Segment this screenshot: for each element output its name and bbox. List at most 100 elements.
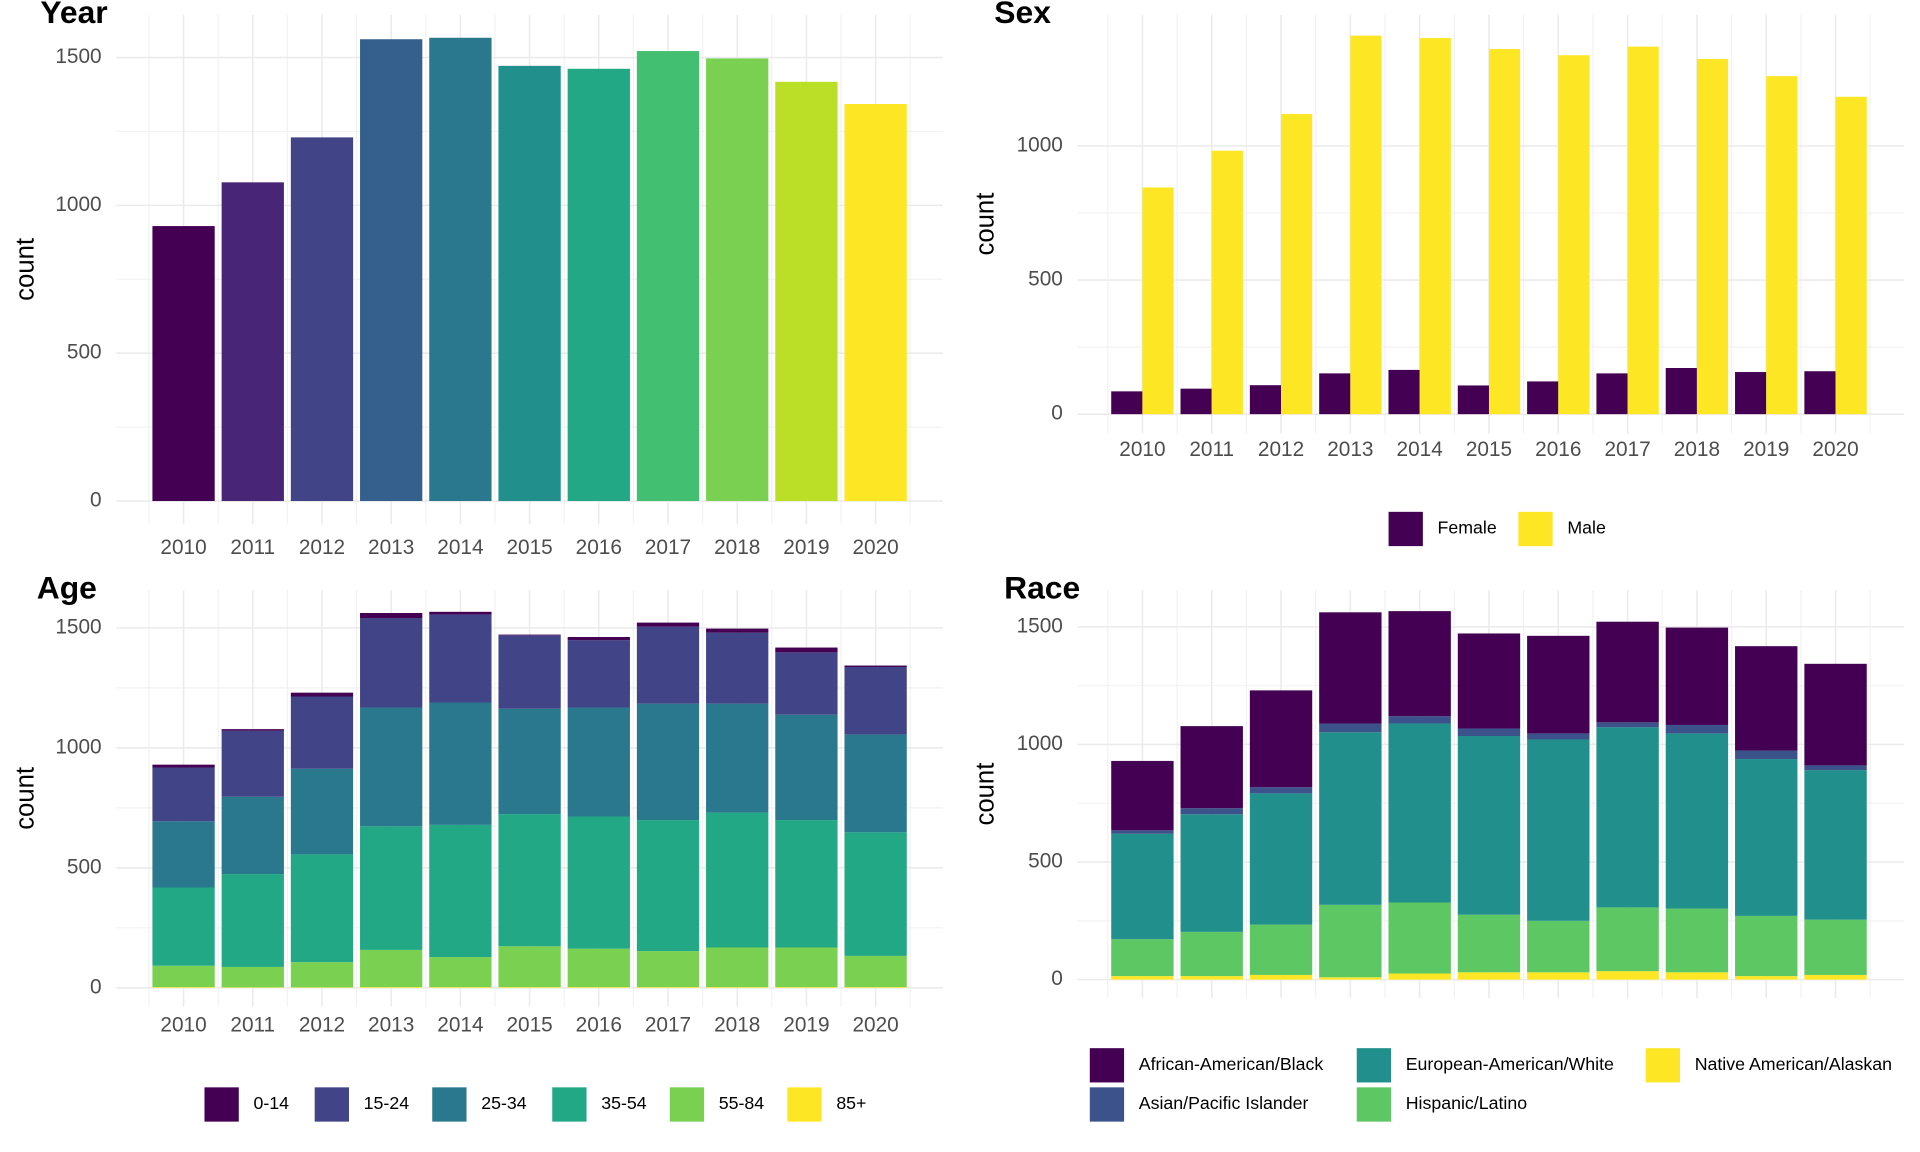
bar: [1488, 49, 1521, 415]
bar: [290, 137, 354, 502]
bar: [1527, 381, 1559, 415]
y-axis-label: count: [12, 238, 40, 301]
legend-label: Male: [1567, 518, 1606, 538]
bar: [1249, 690, 1313, 788]
x-tick-label: 2014: [437, 536, 483, 559]
bar: [152, 965, 215, 988]
bar: [1388, 369, 1420, 415]
bar: [360, 826, 423, 950]
bar: [1804, 919, 1867, 975]
bar: [1211, 150, 1243, 415]
bar: [1180, 814, 1243, 932]
legend-label: Asian/Pacific Islander: [1139, 1093, 1309, 1113]
legend-swatch: [432, 1087, 467, 1122]
bar: [1527, 972, 1590, 980]
x-tick-label: 2020: [1812, 438, 1858, 461]
chart-title: Sex: [994, 0, 1051, 30]
bar: [1665, 972, 1729, 980]
bar: [1457, 972, 1521, 980]
bar: [1735, 915, 1798, 977]
bar: [360, 39, 423, 502]
bar: [1558, 55, 1590, 415]
bar: [221, 729, 284, 731]
bar: [1180, 726, 1243, 809]
bar: [429, 957, 492, 988]
y-tick-label: 0: [90, 489, 102, 512]
bar: [1527, 733, 1590, 740]
bar: [221, 966, 284, 988]
bar: [1804, 770, 1867, 920]
bar: [1735, 372, 1767, 415]
bar: [498, 814, 561, 947]
legend-label: 15-24: [364, 1093, 410, 1113]
bar: [1735, 750, 1798, 760]
bar: [1457, 728, 1521, 736]
bar: [775, 987, 838, 988]
bar: [429, 37, 492, 502]
x-tick-label: 2014: [1397, 438, 1443, 461]
bar: [429, 702, 492, 825]
bar: [1111, 760, 1174, 831]
bar: [1665, 733, 1729, 909]
bar: [290, 854, 354, 963]
y-tick-label: 500: [1028, 268, 1063, 291]
bar: [775, 947, 838, 988]
y-tick-label: 1500: [55, 615, 101, 638]
bar: [1111, 939, 1174, 977]
bar: [1457, 633, 1521, 729]
x-tick-label: 2020: [852, 1014, 898, 1037]
y-tick-label: 0: [90, 975, 102, 998]
bar: [1457, 914, 1521, 973]
x-tick-label: 2011: [1189, 438, 1234, 461]
bar: [636, 626, 700, 704]
y-tick-label: 0: [1051, 967, 1063, 990]
y-tick-label: 1000: [1017, 133, 1063, 156]
bar: [775, 714, 838, 821]
x-tick-label: 2013: [368, 536, 414, 559]
bar: [1319, 904, 1382, 978]
y-tick-label: 1000: [55, 735, 101, 758]
x-tick-label: 2016: [576, 1014, 622, 1037]
bar: [1281, 113, 1313, 415]
y-tick-label: 500: [1028, 850, 1063, 873]
legend-swatch: [669, 1087, 705, 1122]
bar: [1596, 727, 1659, 908]
bar: [360, 949, 423, 988]
bar: [636, 820, 700, 952]
x-tick-label: 2019: [783, 536, 829, 559]
bar: [1180, 976, 1243, 980]
y-axis-label: count: [12, 767, 40, 830]
bar: [1596, 971, 1659, 980]
bar: [1835, 96, 1867, 415]
x-tick-label: 2012: [299, 536, 345, 559]
bar: [429, 614, 492, 703]
chart-title: Age: [37, 570, 97, 606]
bar: [1665, 724, 1729, 734]
bar: [1596, 373, 1628, 415]
bar: [290, 962, 354, 988]
legend-swatch: [1356, 1087, 1392, 1122]
bar: [1766, 76, 1798, 415]
legend-swatch: [552, 1087, 587, 1122]
x-tick-label: 2012: [1258, 438, 1304, 461]
x-tick-label: 2017: [645, 536, 691, 559]
x-tick-label: 2017: [645, 1014, 691, 1037]
bar: [775, 81, 838, 502]
bar: [1804, 765, 1867, 771]
bar: [1180, 808, 1243, 815]
bar: [1527, 739, 1590, 921]
bar: [706, 628, 769, 633]
bar: [567, 948, 630, 988]
bar: [221, 874, 284, 967]
bar: [636, 987, 700, 988]
bar: [567, 816, 630, 949]
bar: [567, 640, 630, 708]
bar: [1804, 371, 1836, 415]
bar: [844, 734, 907, 833]
bar: [1596, 907, 1659, 972]
bar: [636, 703, 700, 821]
bar: [1319, 723, 1382, 733]
bar: [221, 796, 284, 875]
bar: [290, 768, 354, 855]
bar: [360, 613, 423, 619]
